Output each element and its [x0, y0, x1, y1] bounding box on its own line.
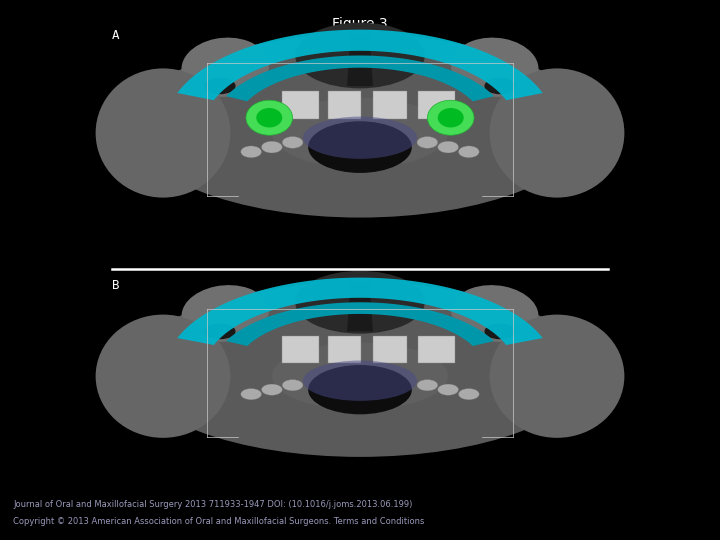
Polygon shape	[347, 35, 373, 86]
Ellipse shape	[308, 122, 412, 173]
Ellipse shape	[132, 35, 588, 218]
Circle shape	[428, 100, 474, 135]
Ellipse shape	[451, 285, 539, 342]
Ellipse shape	[240, 389, 261, 400]
Ellipse shape	[308, 365, 412, 414]
Ellipse shape	[295, 23, 425, 89]
Text: B: B	[112, 279, 119, 292]
Text: Figure 3: Figure 3	[332, 17, 388, 31]
Bar	[328, 336, 361, 363]
Bar	[373, 91, 407, 119]
Polygon shape	[347, 282, 373, 332]
Text: Copyright © 2013 American Association of Oral and Maxillofacial Surgeons. Terms : Copyright © 2013 American Association of…	[13, 517, 424, 526]
Text: Journal of Oral and Maxillofacial Surgery 2013 711933-1947 DOI: (10.1016/j.joms.: Journal of Oral and Maxillofacial Surger…	[13, 500, 413, 509]
Ellipse shape	[490, 69, 624, 198]
Bar	[418, 91, 454, 119]
Polygon shape	[226, 302, 494, 346]
Ellipse shape	[438, 141, 459, 153]
Ellipse shape	[96, 315, 230, 438]
Text: A: A	[112, 29, 119, 42]
Polygon shape	[177, 278, 543, 345]
Ellipse shape	[272, 98, 448, 168]
Ellipse shape	[490, 315, 624, 438]
Ellipse shape	[303, 117, 417, 159]
Bar	[282, 91, 318, 119]
Ellipse shape	[282, 380, 303, 391]
Bar	[373, 336, 407, 363]
Ellipse shape	[181, 285, 269, 342]
Bar	[282, 336, 318, 363]
Ellipse shape	[295, 271, 425, 334]
Ellipse shape	[417, 380, 438, 391]
Circle shape	[246, 100, 292, 135]
Bar	[101, 20, 619, 255]
Ellipse shape	[204, 323, 235, 339]
Ellipse shape	[181, 38, 269, 97]
Ellipse shape	[417, 137, 438, 148]
Ellipse shape	[485, 323, 516, 339]
Polygon shape	[226, 56, 494, 102]
Ellipse shape	[132, 282, 588, 457]
Ellipse shape	[438, 384, 459, 395]
Ellipse shape	[485, 78, 516, 94]
Ellipse shape	[282, 137, 303, 148]
Circle shape	[438, 108, 464, 127]
Circle shape	[256, 108, 282, 127]
Ellipse shape	[459, 389, 480, 400]
Ellipse shape	[272, 342, 448, 410]
Ellipse shape	[261, 141, 282, 153]
Ellipse shape	[451, 38, 539, 97]
Polygon shape	[177, 30, 543, 100]
Ellipse shape	[96, 69, 230, 198]
Bar	[418, 336, 454, 363]
Bar	[101, 269, 619, 492]
Ellipse shape	[261, 384, 282, 395]
Ellipse shape	[459, 146, 480, 158]
Ellipse shape	[303, 361, 417, 401]
Ellipse shape	[204, 78, 235, 94]
Bar	[328, 91, 361, 119]
Ellipse shape	[240, 146, 261, 158]
